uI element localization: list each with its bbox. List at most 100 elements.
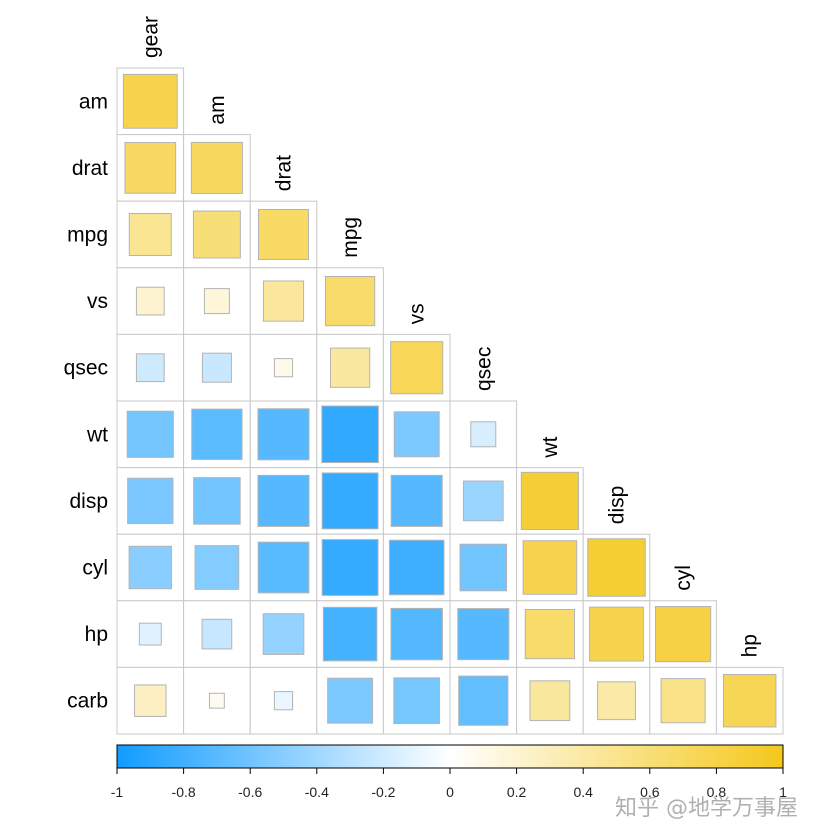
- cell-carb-hp: [715, 666, 784, 735]
- correlation-square: [258, 209, 309, 260]
- cell-mpg-drat: [249, 200, 318, 269]
- column-label: hp: [739, 634, 762, 657]
- cell-disp-qsec: [449, 467, 518, 535]
- cell-disp-drat: [249, 467, 318, 535]
- row-label: carb: [67, 690, 108, 713]
- cell-hp-cyl: [649, 600, 717, 668]
- cell-hp-gear: [116, 600, 185, 668]
- correlation-square: [201, 618, 233, 650]
- correlation-square: [257, 474, 310, 527]
- cell-qsec-am: [183, 333, 251, 402]
- correlation-square: [597, 681, 636, 721]
- cell-cyl-wt: [516, 533, 584, 602]
- cell-carb-mpg: [316, 666, 384, 735]
- watermark: 知乎 @地学万事屋: [615, 796, 798, 821]
- colorbar: -1 -0.8 -0.6 -0.4 -0.2 0 0.2 0.4 0.6 0.8 1: [111, 744, 787, 800]
- cell-vs-am: [183, 267, 251, 335]
- correlation-square: [524, 608, 576, 660]
- cell-qsec-drat: [249, 333, 318, 402]
- correlation-square: [190, 141, 243, 194]
- row-label: cyl: [82, 557, 108, 580]
- correlation-square: [122, 73, 178, 129]
- cell-qsec-gear: [116, 333, 185, 402]
- column-labels: gear am drat mpg vs qsec wt disp cyl hp: [139, 16, 761, 657]
- column-label: wt: [539, 436, 562, 458]
- cell-qsec-vs: [382, 333, 451, 402]
- cell-wt-mpg: [316, 400, 384, 469]
- cell-border: [249, 600, 318, 668]
- cell-vs-gear: [116, 267, 185, 335]
- cell-cyl-disp: [582, 533, 651, 602]
- cell-cyl-mpg: [316, 533, 384, 602]
- colorbar-tick-label: 0.8: [707, 784, 727, 800]
- cell-disp-gear: [116, 467, 185, 535]
- row-label: qsec: [64, 357, 108, 380]
- correlation-square: [201, 352, 232, 383]
- correlation-square: [520, 471, 579, 530]
- cell-border: [183, 267, 251, 335]
- row-label: disp: [69, 490, 108, 513]
- correlation-square: [459, 543, 508, 592]
- column-label: disp: [606, 486, 629, 525]
- correlation-square: [203, 288, 230, 315]
- cell-carb-cyl: [649, 666, 717, 735]
- cell-grid: [116, 67, 784, 735]
- cell-carb-qsec: [449, 666, 518, 735]
- correlation-square: [321, 539, 379, 596]
- colorbar-tick-label: -0.6: [238, 784, 262, 800]
- cell-mpg-gear: [116, 200, 185, 269]
- column-label: gear: [139, 16, 162, 58]
- correlation-square: [722, 673, 777, 728]
- correlation-square: [128, 213, 172, 256]
- correlation-square: [135, 286, 165, 316]
- row-labels: am drat mpg vs qsec wt disp cyl hp carb: [64, 90, 109, 712]
- correlation-square: [393, 677, 441, 725]
- row-label: am: [79, 90, 108, 113]
- correlation-square: [329, 347, 371, 388]
- colorbar-tick-label: -0.8: [172, 784, 196, 800]
- column-label: cyl: [672, 565, 695, 591]
- cell-carb-gear: [116, 666, 185, 735]
- correlation-square: [192, 210, 241, 259]
- cell-hp-am: [183, 600, 251, 668]
- cell-cyl-gear: [116, 533, 185, 602]
- cell-cyl-qsec: [449, 533, 518, 602]
- column-label: vs: [406, 303, 429, 324]
- correlation-square: [191, 408, 243, 460]
- correlation-square: [529, 680, 571, 722]
- column-label: qsec: [472, 347, 495, 391]
- cell-drat-gear: [116, 134, 185, 202]
- cell-carb-drat: [249, 666, 318, 735]
- correlation-square: [128, 545, 173, 590]
- cell-vs-drat: [249, 267, 318, 335]
- correlation-square: [257, 541, 310, 594]
- cell-vs-mpg: [316, 267, 384, 335]
- row-label: mpg: [67, 224, 108, 247]
- correlation-square: [589, 606, 644, 662]
- cell-wt-vs: [382, 400, 451, 469]
- correlation-square: [587, 538, 646, 597]
- cell-hp-vs: [382, 600, 451, 668]
- correlation-square: [321, 472, 379, 530]
- correlation-square: [135, 353, 165, 383]
- correlation-square: [273, 691, 294, 711]
- cell-wt-gear: [116, 400, 185, 469]
- cell-disp-mpg: [316, 467, 384, 535]
- correlation-square: [458, 675, 509, 726]
- cell-disp-wt: [516, 467, 584, 535]
- correlation-square: [321, 405, 379, 464]
- cell-hp-disp: [582, 600, 651, 668]
- cell-mpg-am: [183, 200, 251, 269]
- correlation-square: [262, 613, 305, 655]
- row-label: wt: [86, 423, 108, 446]
- colorbar-tick-label: -0.4: [305, 784, 329, 800]
- correlation-square: [388, 539, 445, 596]
- correlation-square: [324, 275, 376, 327]
- cell-carb-am: [183, 666, 251, 735]
- cell-carb-vs: [382, 666, 451, 735]
- correlation-square: [470, 421, 497, 448]
- cell-hp-qsec: [449, 600, 518, 668]
- correlation-square: [257, 408, 310, 461]
- correlation-square: [390, 607, 443, 661]
- cell-cyl-am: [183, 533, 251, 602]
